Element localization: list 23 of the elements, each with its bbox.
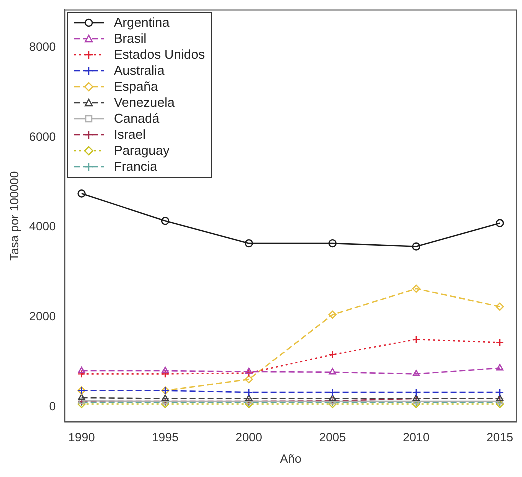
x-tick-label: 1990 xyxy=(68,430,96,445)
y-tick-label: 6000 xyxy=(29,130,56,144)
legend-label: Francia xyxy=(114,159,158,176)
legend-label: Venezuela xyxy=(114,95,175,112)
x-tick-label: 2000 xyxy=(236,430,263,445)
y-tick-label: 2000 xyxy=(29,309,56,324)
y-tick-label: 8000 xyxy=(29,40,56,54)
y-tick-label: 0 xyxy=(49,399,56,414)
legend-label: Israel xyxy=(114,127,146,144)
y-axis-title: Tasa por 100000 xyxy=(8,171,22,261)
legend-label: Australia xyxy=(114,63,165,80)
x-tick-label: 1995 xyxy=(152,430,180,445)
x-tick-label: 2010 xyxy=(403,430,430,445)
legend-label: Brasil xyxy=(114,31,147,48)
x-axis-title: Año xyxy=(280,452,302,466)
legend-label: España xyxy=(114,79,158,96)
legend-label: Argentina xyxy=(114,15,170,32)
legend-label: Paraguay xyxy=(114,143,170,160)
x-tick-label: 2015 xyxy=(486,430,514,445)
x-tick-label: 2005 xyxy=(319,430,346,445)
legend-label: Estados Unidos xyxy=(114,47,206,64)
legend-label: Canadá xyxy=(114,111,160,128)
y-tick-label: 4000 xyxy=(29,220,56,234)
